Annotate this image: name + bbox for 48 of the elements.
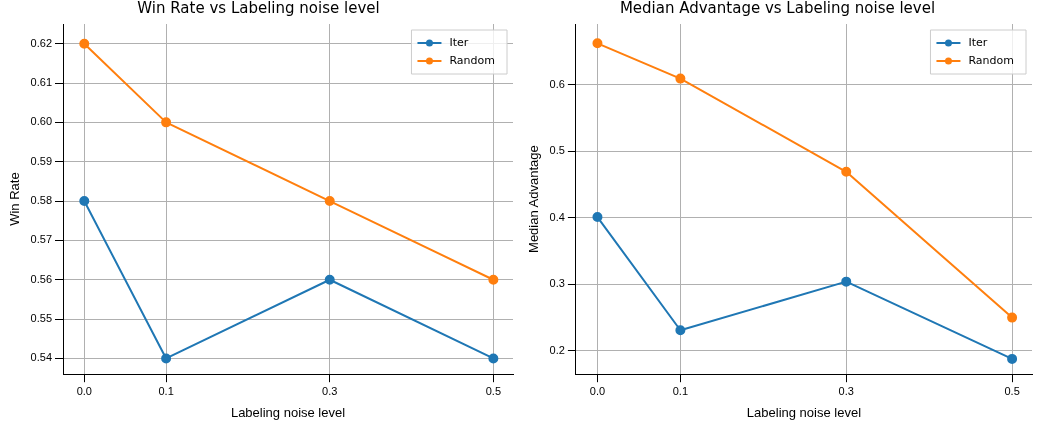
y-tick-label: 0.4	[549, 210, 565, 223]
point	[592, 212, 603, 223]
point	[841, 166, 852, 177]
point	[592, 38, 603, 49]
point	[488, 353, 499, 364]
chart-title: Win Rate vs Labeling noise level	[137, 0, 380, 17]
y-tick-label: 0.2	[549, 343, 565, 356]
point	[79, 196, 90, 207]
x-tick-label: 0.3	[322, 384, 338, 397]
legend-label: Iter	[449, 35, 469, 49]
point	[675, 73, 686, 84]
y-tick-label: 0.3	[549, 277, 565, 290]
point	[841, 276, 852, 287]
x-tick-label: 0.3	[838, 384, 854, 397]
legend-label: Iter	[968, 35, 988, 49]
x-tick-label: 0.5	[485, 384, 502, 397]
point	[79, 38, 90, 49]
x-tick-label: 0.5	[1004, 384, 1020, 397]
x-tick-label: 0.0	[589, 384, 606, 397]
point	[488, 274, 499, 285]
y-tick-label: 0.5	[549, 144, 565, 157]
point	[324, 196, 335, 207]
y-tick-label: 0.60	[30, 115, 53, 128]
y-tick-label: 0.57	[30, 233, 53, 246]
point	[161, 117, 172, 128]
point	[1007, 312, 1018, 323]
x-tick-label: 0.1	[672, 384, 689, 397]
x-axis-title: Labeling noise level	[746, 404, 862, 420]
legend-label: Random	[449, 53, 496, 67]
y-tick-label: 0.56	[30, 272, 53, 285]
x-axis-title: Labeling noise level	[230, 404, 346, 420]
y-tick-label: 0.62	[30, 36, 53, 49]
point	[324, 274, 335, 285]
y-tick-label: 0.6	[549, 77, 565, 90]
x-tick-label: 0.1	[158, 384, 174, 397]
y-axis-title: Median Advantage	[526, 145, 542, 253]
y-tick-label: 0.59	[30, 154, 53, 167]
chart-title: Median Advantage vs Labeling noise level	[619, 0, 936, 17]
legend-label: Random	[968, 53, 1015, 67]
y-axis-title: Win Rate	[7, 172, 23, 226]
y-tick-label: 0.55	[30, 312, 53, 325]
y-tick-label: 0.54	[30, 351, 53, 364]
point	[161, 353, 172, 364]
x-tick-label: 0.0	[76, 384, 92, 397]
y-tick-label: 0.58	[30, 194, 53, 207]
point	[1007, 353, 1018, 364]
y-tick-label: 0.61	[30, 76, 53, 89]
point	[675, 325, 686, 336]
